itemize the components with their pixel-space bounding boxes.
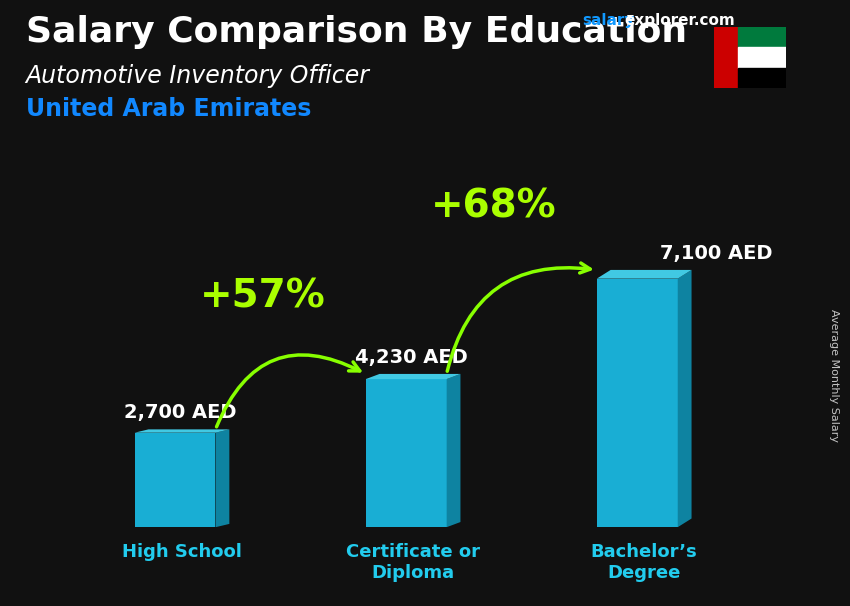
Text: 2,700 AED: 2,700 AED bbox=[124, 404, 236, 422]
Text: Certificate or
Diploma: Certificate or Diploma bbox=[346, 543, 480, 582]
Bar bbox=[714, 27, 738, 88]
Polygon shape bbox=[366, 379, 446, 527]
Bar bbox=[738, 47, 786, 67]
Text: explorer.com: explorer.com bbox=[625, 13, 735, 28]
Text: Salary Comparison By Education: Salary Comparison By Education bbox=[26, 15, 687, 49]
Text: High School: High School bbox=[122, 543, 242, 561]
Text: United Arab Emirates: United Arab Emirates bbox=[26, 97, 311, 121]
Polygon shape bbox=[446, 374, 461, 527]
Text: Automotive Inventory Officer: Automotive Inventory Officer bbox=[26, 64, 370, 88]
Polygon shape bbox=[134, 430, 230, 433]
Text: salary: salary bbox=[582, 13, 635, 28]
Bar bbox=[738, 67, 786, 88]
Text: +57%: +57% bbox=[200, 278, 326, 316]
Polygon shape bbox=[216, 430, 230, 527]
Polygon shape bbox=[597, 270, 692, 279]
Polygon shape bbox=[134, 433, 216, 527]
Text: 7,100 AED: 7,100 AED bbox=[660, 244, 773, 263]
Polygon shape bbox=[366, 374, 461, 379]
Text: Bachelor’s
Degree: Bachelor’s Degree bbox=[591, 543, 698, 582]
Text: Average Monthly Salary: Average Monthly Salary bbox=[829, 309, 839, 442]
Text: +68%: +68% bbox=[431, 188, 557, 226]
Bar bbox=[738, 27, 786, 47]
Polygon shape bbox=[597, 279, 677, 527]
Text: 4,230 AED: 4,230 AED bbox=[355, 348, 468, 367]
Polygon shape bbox=[677, 270, 692, 527]
